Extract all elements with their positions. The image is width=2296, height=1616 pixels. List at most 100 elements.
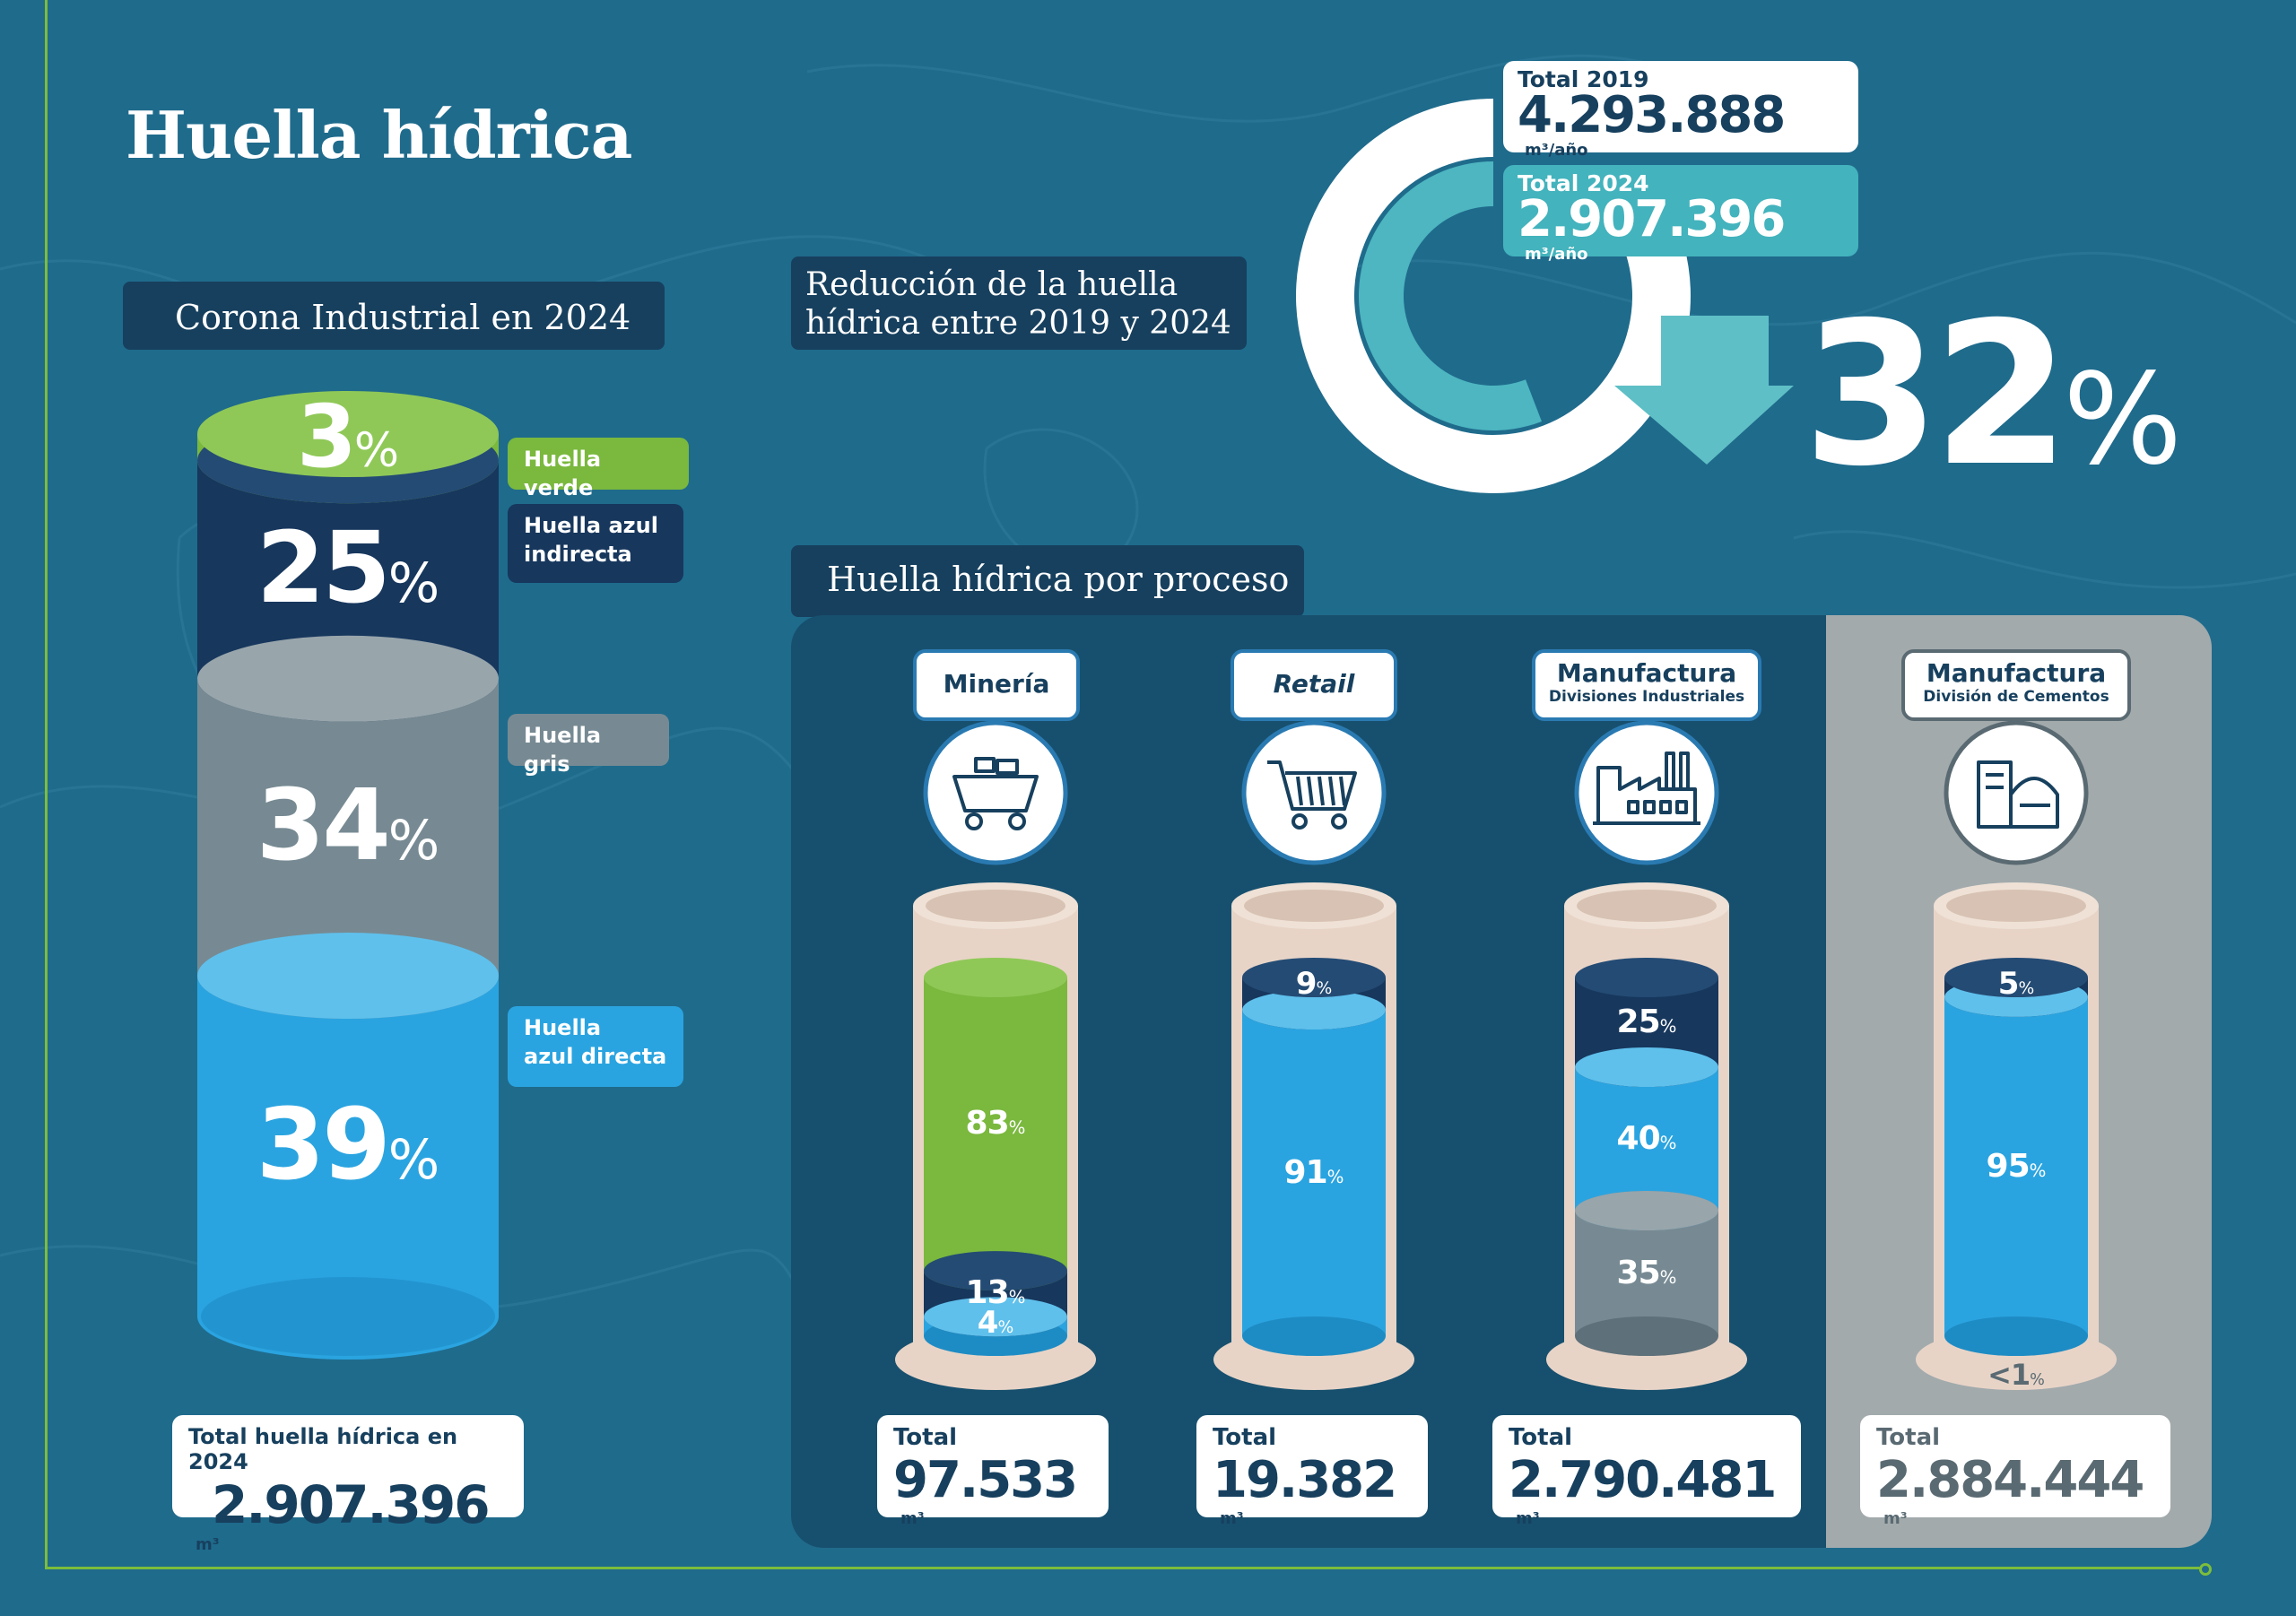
legend-tag-line: Huella verde [524, 447, 602, 501]
process-2-huella-azul-directa-bottom [1242, 1316, 1386, 1356]
cylinder-body-huella-gris [197, 678, 499, 977]
factory-window [1675, 800, 1688, 814]
process-1-huella-azul-directa-top [924, 1297, 1067, 1337]
process-2-total-value: 19.382 [1213, 1451, 1397, 1509]
corona-pct-huella-azul-directa-sym: % [387, 1128, 440, 1192]
process-1-huella-verde-top [924, 958, 1067, 997]
process-3-shell-rim [1577, 890, 1717, 922]
cement-grey-panel-edge [1826, 615, 1880, 1548]
process-2-huella-azul-directa-body [1242, 1010, 1386, 1336]
process-2-huella-azul-directa-top [1242, 990, 1386, 1030]
process-3-pct-huella-azul-directa: 40% [1512, 1119, 1781, 1158]
process-3-pct-huella-azul-directa-sym: % [1659, 1132, 1677, 1153]
legend-tag-huella-gris: Huella gris [508, 714, 669, 777]
corona-pct-huella-gris: 34% [213, 766, 483, 884]
cart-frame [1267, 760, 1357, 811]
total-2024-label: Total 2024 [1518, 170, 1649, 196]
cart-grid-line [1307, 776, 1314, 806]
process-1-pct-huella-verde-value: 83 [965, 1105, 1010, 1142]
factory-icon [1593, 752, 1700, 825]
process-3-huella-gris-body [1575, 1211, 1718, 1336]
legend-tag-line: indirecta [524, 542, 632, 568]
cement-bag-icon [1977, 760, 2059, 829]
total-2019-card: Total 2019 4.293.888m³/año [1503, 61, 1858, 160]
total-2024-unit: m³/año [1525, 245, 1588, 264]
process-1-pct-huella-verde-sym: % [1008, 1117, 1026, 1139]
process-cylinders [895, 882, 2117, 1390]
cement-bag [1977, 760, 2013, 829]
cart-wheel [1008, 812, 1026, 830]
process-4-header-title: Manufactura [1926, 658, 2107, 688]
shopping-cart-icon [1267, 760, 1357, 830]
legend-tag-huella-azul-indirecta: Huella azul indirecta [508, 504, 683, 583]
process-3-total-label: Total [1509, 1424, 1573, 1451]
reduction-percent-sym: % [2063, 347, 2183, 493]
cart-wheel [1331, 813, 1347, 830]
process-1-huella-azul-indirecta-top [924, 1251, 1067, 1291]
process-3-total-unit: m³ [1516, 1509, 1540, 1528]
reduction-arrow-icon [1614, 316, 1794, 465]
legend-tag-huella-azul-directa: Huella azul directa [508, 1006, 683, 1087]
process-4-pct-huella-azul-indirecta-value: 5 [1997, 965, 2020, 1002]
cylinder-body-huella-azul-directa [197, 976, 499, 1316]
total-2024-value: 2.907.396 [1518, 190, 1786, 248]
cart-wheel [965, 812, 983, 830]
process-4-pct-huella-azul-indirecta-sym: % [2018, 978, 2035, 998]
process-3-huella-azul-directa-top [1575, 1047, 1718, 1087]
total-2019-label: Total 2019 [1518, 66, 1649, 92]
process-1-shell-rim [926, 890, 1065, 922]
cart-grid-line [1318, 776, 1325, 806]
legend-tag-line: Huella gris [524, 723, 602, 778]
process-2-pct-huella-azul-indirecta-sym: % [1316, 978, 1333, 998]
legend-tag-line: Huella azul [524, 513, 658, 538]
donut-2019-arc [1296, 99, 1692, 493]
process-3-pct-huella-gris-sym: % [1659, 1266, 1677, 1288]
process-3-total-value: 2.790.481 [1509, 1451, 1777, 1509]
process-4-total-card: Total 2.884.444m³ [1860, 1415, 2170, 1528]
cart-grid-line [1328, 776, 1335, 806]
mining-cart-icon [952, 757, 1039, 830]
process-section-label: Huella hídrica por proceso [791, 545, 1304, 617]
total-2024-card: Total 2024 2.907.396m³/año [1503, 165, 1858, 264]
process-3-pct-huella-gris-value: 35 [1616, 1254, 1661, 1291]
process-4-total-label: Total [1876, 1424, 1941, 1451]
process-4-pct-huella-azul-directa-value: 95 [1986, 1147, 2031, 1185]
legend-tag-huella-verde: Huella verde [508, 438, 689, 500]
total-2019-unit: m³/año [1525, 141, 1588, 160]
corona-section-label-text: Corona Industrial en 2024 [175, 298, 631, 337]
process-2-huella-azul-indirecta-top [1242, 958, 1386, 997]
process-1-pct-huella-azul-indirecta-value: 13 [965, 1274, 1010, 1312]
cart-body [952, 775, 1039, 812]
corona-pct-huella-gris-value: 34 [256, 768, 391, 883]
cylinder-top-huella-azul-directa [197, 933, 499, 1020]
legend-tag-line: azul directa [524, 1044, 667, 1070]
reduction-label-line1: Reducción de la huella [805, 266, 1178, 303]
process-1-huella-verde-body [924, 977, 1067, 1272]
process-1-total-unit: m³ [900, 1509, 925, 1528]
factory-window [1627, 800, 1639, 814]
corona-pct-huella-azul-indirecta-value: 25 [256, 509, 391, 625]
process-4-total-value: 2.884.444 [1876, 1451, 2144, 1509]
process-3-pct-huella-azul-indirecta: 25% [1512, 1003, 1781, 1041]
process-2-shell-rim [1244, 890, 1384, 922]
process-4-pct-bottom-value: <1 [1987, 1358, 2031, 1393]
process-1-pct-huella-azul-directa: 4% [861, 1305, 1130, 1342]
factory-chimney [1679, 752, 1690, 791]
corona-pct-huella-verde: 3% [213, 386, 483, 489]
process-2-total-card: Total 19.382m³ [1196, 1415, 1428, 1528]
factory-window [1659, 800, 1672, 814]
cart-rock [996, 759, 1019, 775]
corona-total-label: Total huella hídrica en 2024 [188, 1424, 458, 1474]
process-3-huella-gris-bottom [1575, 1316, 1718, 1356]
process-4-huella-azul-directa-bottom [1944, 1316, 2088, 1356]
process-1-icon-circle [923, 720, 1068, 865]
process-3-header: Manufactura Divisiones Industriales [1532, 649, 1761, 721]
process-3-huella-azul-directa-body [1575, 1067, 1718, 1211]
process-4-pct-bottom: <1% [1882, 1358, 2151, 1392]
page-title: Huella hídrica [126, 97, 632, 173]
reduction-donut [1296, 99, 1692, 493]
process-1-header: Minería [913, 649, 1080, 721]
process-3-huella-gris-top [1575, 1191, 1718, 1230]
